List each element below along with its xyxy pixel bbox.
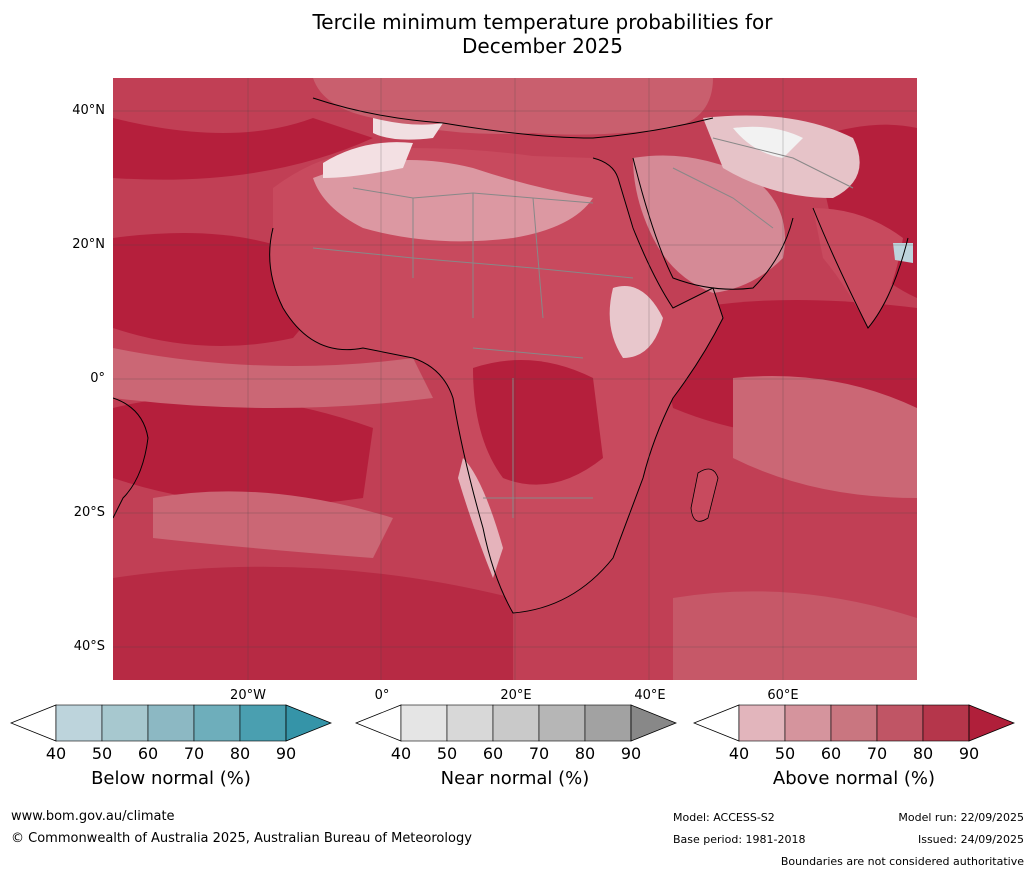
colorbar-tick-label: 80 (912, 744, 934, 763)
colorbar-tick-label: 90 (620, 744, 642, 763)
colorbar-segment (239, 704, 287, 742)
base-period-text: Base period: 1981-2018 (673, 833, 806, 846)
lat-label-40s: 40°S (73, 639, 105, 654)
colorbar-tick-label: 70 (866, 744, 888, 763)
colorbar-under-arrow (10, 704, 57, 742)
colorbar-tick-label: 40 (45, 744, 67, 763)
light-band (733, 376, 917, 498)
lon-label-40e: 40°E (634, 688, 666, 703)
colorbar-tick-label: 90 (958, 744, 980, 763)
colorbar-tick-label: 80 (574, 744, 596, 763)
title-line-1: Tercile minimum temperature probabilitie… (312, 10, 773, 34)
colorbar-tick-label: 50 (774, 744, 796, 763)
model-text: Model: ACCESS-S2 (673, 811, 775, 824)
colorbar-segment (492, 704, 540, 742)
colorbar-tick-label: 90 (275, 744, 297, 763)
probability-map (113, 78, 917, 680)
dark-band (113, 118, 373, 180)
india-landmass (813, 208, 903, 328)
lon-label-0: 0° (374, 688, 390, 703)
south-america-coastline (113, 397, 149, 519)
light-band (113, 348, 433, 408)
colorbar-tick-label: 50 (436, 744, 458, 763)
title-line-2: December 2025 (462, 34, 623, 58)
dark-band (113, 396, 373, 505)
colorbar-over-arrow (285, 704, 332, 742)
colorbar-segment (101, 704, 149, 742)
colorbar-segment (55, 704, 103, 742)
colorbar-segment (147, 704, 195, 742)
copyright-text: © Commonwealth of Australia 2025, Austra… (11, 831, 472, 846)
colorbar-segment (538, 704, 586, 742)
colorbar-segment (584, 704, 632, 742)
colorbar-tick-label: 60 (482, 744, 504, 763)
colorbar-tick-label: 60 (137, 744, 159, 763)
mediterranean-light (373, 118, 443, 140)
colorbar-under-arrow (355, 704, 402, 742)
lat-label-0: 0° (90, 371, 105, 386)
europe-coastline (312, 97, 714, 139)
colorbar-tick-label: 40 (390, 744, 412, 763)
lon-label-60e: 60°E (767, 688, 799, 703)
lon-label-20e: 20°E (500, 688, 532, 703)
horn-light-area (609, 286, 663, 358)
colorbar-segment (193, 704, 241, 742)
colorbar-tick-label: 40 (728, 744, 750, 763)
model-run-text: Model run: 22/09/2025 (898, 811, 1024, 824)
above-normal-title: Above normal (%) (772, 768, 936, 789)
colorbar-tick-label: 50 (91, 744, 113, 763)
colorbar-under-arrow (693, 704, 740, 742)
lat-label-20n: 20°N (72, 237, 105, 252)
colorbar-segment (446, 704, 494, 742)
below-normal-colorbar (10, 704, 332, 742)
near-normal-colorbar (355, 704, 677, 742)
near-normal-title: Near normal (%) (440, 768, 590, 789)
africa-coastline (269, 157, 724, 614)
colorbar-segment (400, 704, 448, 742)
lat-label-40n: 40°N (72, 103, 105, 118)
sahara-light-area (313, 160, 593, 242)
arabia-landmass (633, 155, 785, 293)
disclaimer-text: Boundaries are not considered authoritat… (780, 855, 1024, 868)
colorbar-over-arrow (968, 704, 1015, 742)
graticule (113, 78, 917, 680)
dark-band (113, 566, 513, 680)
colorbar-tick-label: 80 (229, 744, 251, 763)
india-coastline (812, 207, 909, 329)
light-band (153, 491, 393, 558)
colorbar-over-arrow (630, 704, 677, 742)
colorbar-segment (922, 704, 970, 742)
colorbar-tick-label: 60 (820, 744, 842, 763)
colorbar-segment (738, 704, 786, 742)
website-link[interactable]: www.bom.gov.au/climate (11, 809, 175, 824)
below-normal-title: Below normal (%) (91, 768, 251, 789)
madagascar (690, 468, 719, 522)
white-patch (733, 126, 803, 158)
lat-label-20s: 20°S (73, 505, 105, 520)
country-boundaries (312, 137, 854, 518)
issued-text: Issued: 24/09/2025 (917, 833, 1024, 846)
map-title: Tercile minimum temperature probabilitie… (0, 10, 1035, 58)
colorbar-segment (830, 704, 878, 742)
light-band (673, 591, 917, 680)
above-normal-colorbar (693, 704, 1015, 742)
colorbar-tick-label: 70 (183, 744, 205, 763)
colorbar-tick-label: 70 (528, 744, 550, 763)
colorbar-segment (876, 704, 924, 742)
central-africa-dark (473, 360, 603, 485)
arabia-coastline (632, 157, 794, 290)
sahara-white-strip (323, 142, 413, 178)
lon-label-20w: 20°W (230, 688, 266, 703)
blue-patch (893, 243, 913, 263)
colorbar-segment (784, 704, 832, 742)
